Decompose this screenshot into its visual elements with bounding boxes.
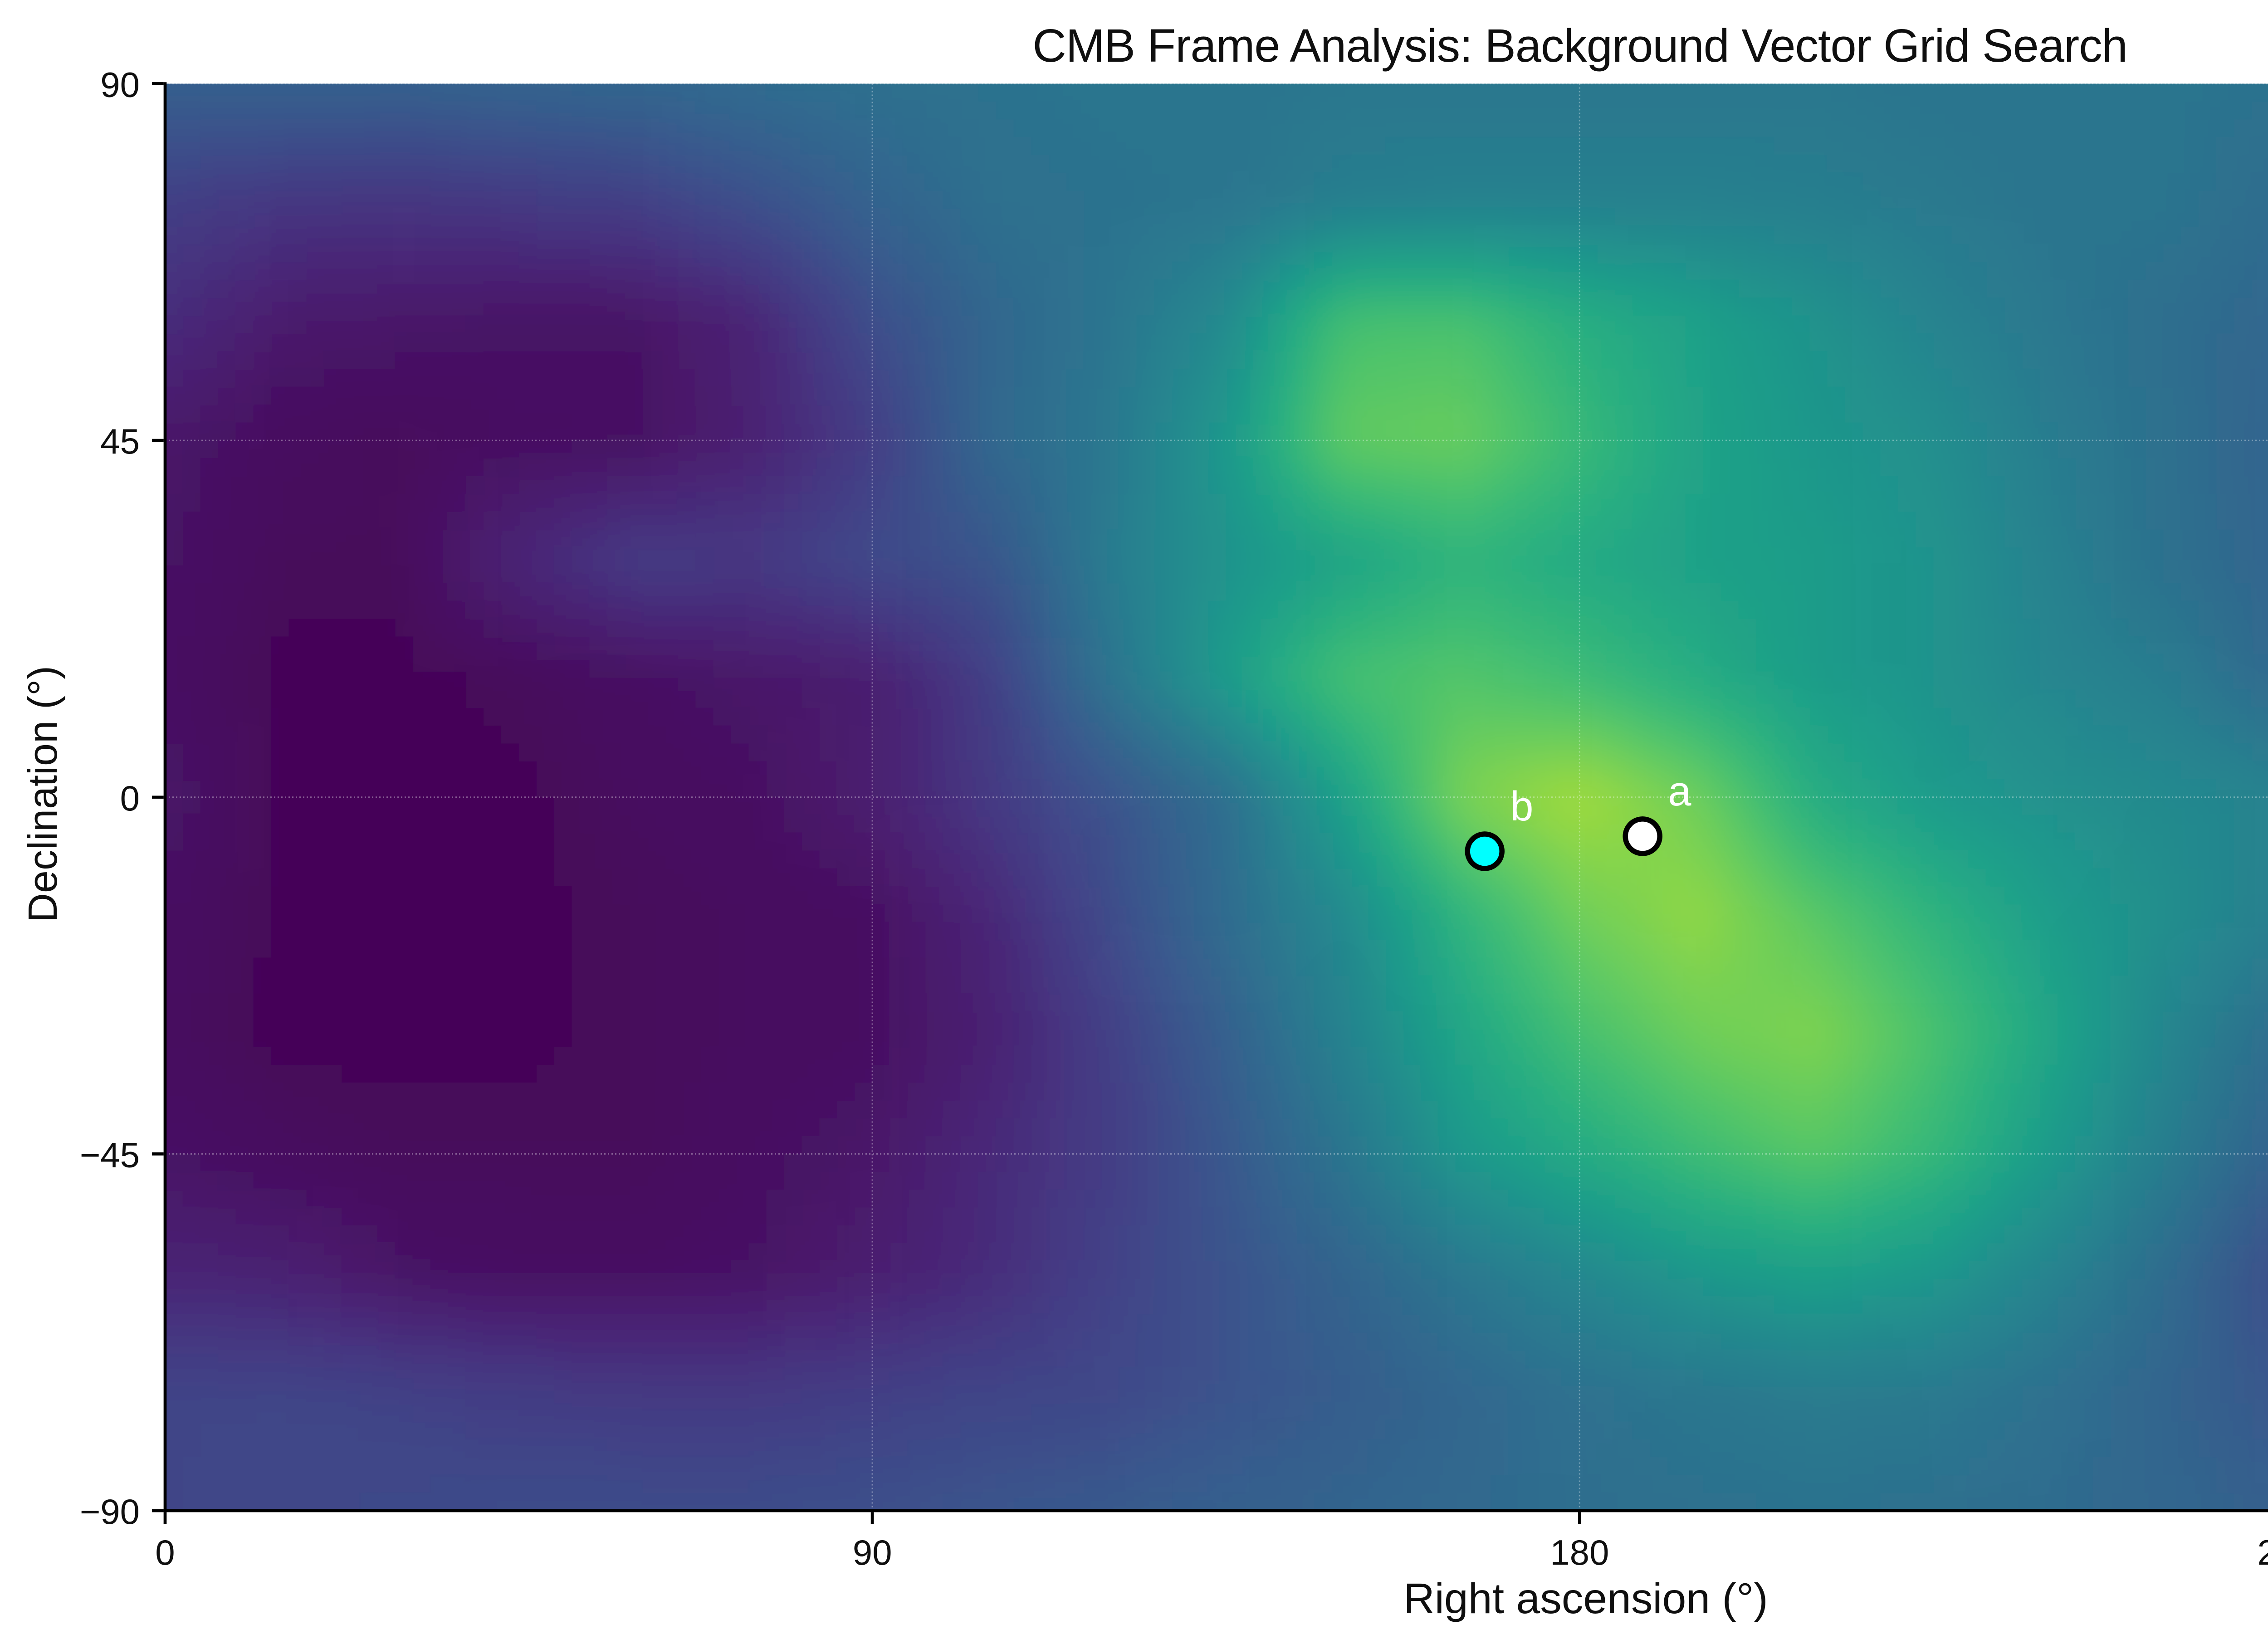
svg-text:Declination (°): Declination (°): [20, 666, 66, 922]
svg-text:CMB Frame Analysis: Background: CMB Frame Analysis: Background Vector Gr…: [1032, 20, 2127, 72]
svg-text:90: 90: [100, 65, 140, 105]
svg-text:−90: −90: [80, 1492, 140, 1532]
svg-text:0: 0: [120, 778, 140, 818]
svg-text:a: a: [1668, 768, 1691, 815]
svg-text:0: 0: [155, 1532, 175, 1572]
svg-text:−45: −45: [80, 1135, 140, 1175]
svg-text:Right ascension (°): Right ascension (°): [1403, 1575, 1768, 1623]
svg-text:270: 270: [2257, 1532, 2268, 1572]
svg-text:45: 45: [100, 421, 140, 461]
svg-text:90: 90: [853, 1532, 892, 1572]
svg-text:180: 180: [1550, 1532, 1609, 1572]
svg-text:b: b: [1510, 783, 1533, 829]
